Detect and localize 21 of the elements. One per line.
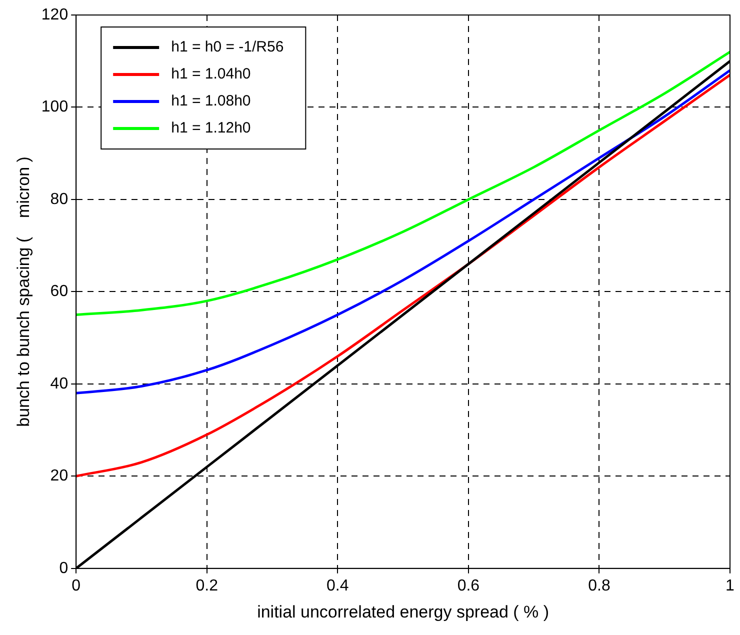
legend-label: h1 = h0 = -1/R56 xyxy=(171,38,284,56)
line-series xyxy=(76,69,730,394)
y-tick-label: 80 xyxy=(50,190,68,208)
y-axis-title: bunch to bunch spacing ( micron ) xyxy=(14,156,33,427)
y-tick-label: 0 xyxy=(59,560,68,577)
x-axis-title: initial uncorrelated energy spread ( % ) xyxy=(257,602,550,622)
x-tick-label: 0.2 xyxy=(196,577,218,594)
y-tick-label: 60 xyxy=(50,283,68,300)
legend-label: h1 = 1.08h0 xyxy=(171,92,251,110)
x-tick-label: 0.6 xyxy=(457,577,480,594)
y-tick-label: 120 xyxy=(41,6,68,24)
legend-label: h1 = 1.04h0 xyxy=(171,66,251,83)
y-tick-label: 20 xyxy=(50,468,68,485)
line-series xyxy=(76,50,730,316)
y-tick-label: 40 xyxy=(50,375,68,392)
x-tick-label: 0.8 xyxy=(588,577,610,594)
x-tick-label: 0 xyxy=(72,577,81,594)
legend-label: h1 = 1.12h0 xyxy=(171,120,251,137)
x-tick-label: 1 xyxy=(726,577,735,594)
y-tick-label: 100 xyxy=(41,98,68,116)
x-tick-label: 0.4 xyxy=(326,577,349,594)
